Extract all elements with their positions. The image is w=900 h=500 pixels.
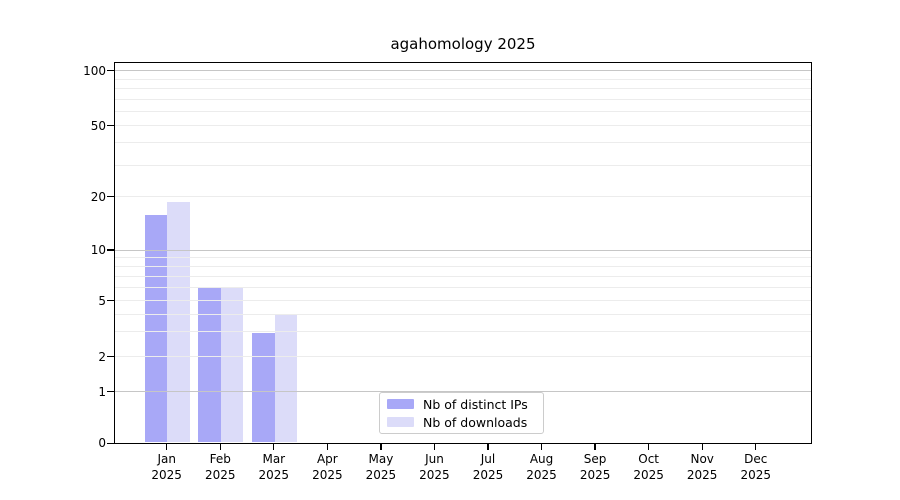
gridline-10 (115, 249, 811, 251)
gridline-7 (115, 275, 811, 277)
x-tick-label-dec: Dec 2025 (740, 452, 772, 482)
x-tick-label-jun: Jun 2025 (419, 452, 450, 482)
gridline-4 (115, 313, 811, 315)
y-tick-mark-1 (107, 391, 114, 393)
x-tick-mark-aug (540, 444, 543, 450)
y-tick-label-50: 50 (90, 118, 106, 133)
x-tick-mark-feb (219, 444, 221, 450)
x-tick-mark-apr (326, 444, 329, 450)
y-tick-mark-100 (107, 70, 114, 72)
gridline-9 (115, 257, 811, 259)
y-tick-label-100: 100 (83, 63, 106, 78)
gridline-20 (115, 196, 811, 198)
gridline-70 (115, 98, 811, 100)
y-tick-label-2: 2 (98, 349, 106, 364)
y-tick-label-1: 1 (98, 384, 106, 399)
gridline-90 (115, 78, 811, 80)
legend: Nb of distinct IPs Nb of downloads (379, 392, 544, 434)
legend-label-downloads: Nb of downloads (423, 414, 528, 430)
x-tick-label-jan: Jan 2025 (151, 452, 182, 482)
x-tick-label-oct: Oct 2025 (633, 452, 664, 482)
chart-title: agahomology 2025 (390, 35, 536, 53)
gridline-80 (115, 87, 811, 89)
bar-feb-series1 (220, 288, 244, 442)
x-tick-mark-nov (701, 444, 703, 450)
gridline-8 (115, 265, 811, 267)
gridline-30 (115, 164, 811, 166)
bar-feb-series0 (198, 288, 221, 442)
y-tick-mark-5 (107, 300, 114, 302)
x-tick-label-apr: Apr 2025 (312, 452, 343, 482)
bar-mar-series1 (274, 315, 297, 442)
x-tick-mark-sep (594, 444, 596, 450)
gridline-40 (115, 142, 811, 144)
y-tick-label-10: 10 (90, 243, 106, 257)
legend-swatch-distinct-ips (387, 399, 414, 409)
x-tick-label-aug: Aug 2025 (526, 452, 557, 482)
y-tick-mark-2 (107, 356, 114, 358)
x-tick-label-sep: Sep 2025 (579, 452, 611, 482)
x-tick-label-nov: Nov 2025 (686, 452, 718, 482)
x-tick-mark-jan (166, 444, 168, 450)
x-tick-mark-may (380, 444, 382, 450)
y-tick-mark-20 (107, 196, 114, 198)
y-tick-label-20: 20 (90, 189, 106, 204)
x-tick-label-mar: Mar 2025 (258, 452, 290, 482)
gridline-1 (115, 391, 811, 393)
y-tick-mark-10 (107, 249, 114, 251)
gridline-3 (115, 331, 811, 333)
x-tick-mark-jul (487, 444, 489, 450)
bar-mar-series0 (252, 332, 275, 442)
gridline-2 (115, 356, 811, 358)
y-tick-mark-50 (107, 125, 114, 127)
x-tick-mark-oct (647, 444, 650, 450)
gridline-6 (115, 286, 811, 288)
bar-jan-series0 (144, 214, 168, 442)
x-tick-mark-mar (273, 444, 275, 450)
gridline-50 (115, 125, 811, 127)
x-tick-mark-jun (433, 444, 436, 450)
x-tick-label-jul: Jul 2025 (472, 452, 504, 482)
legend-swatch-downloads (387, 417, 414, 427)
legend-label-distinct-ips: Nb of distinct IPs (423, 396, 528, 412)
x-tick-label-feb: Feb 2025 (204, 452, 236, 482)
gridline-60 (115, 110, 811, 112)
legend-entry-downloads: Nb of downloads (387, 415, 537, 430)
x-tick-label-may: May 2025 (365, 452, 397, 482)
y-tick-label-5: 5 (98, 293, 106, 308)
y-tick-mark-0 (107, 442, 114, 444)
plot-area (114, 62, 812, 444)
legend-entry-distinct-ips: Nb of distinct IPs (387, 397, 537, 412)
gridline-5 (115, 300, 811, 302)
gridline-100 (115, 70, 811, 72)
x-tick-mark-dec (755, 444, 757, 450)
y-tick-label-0: 0 (98, 436, 106, 451)
bar-jan-series1 (167, 201, 190, 442)
